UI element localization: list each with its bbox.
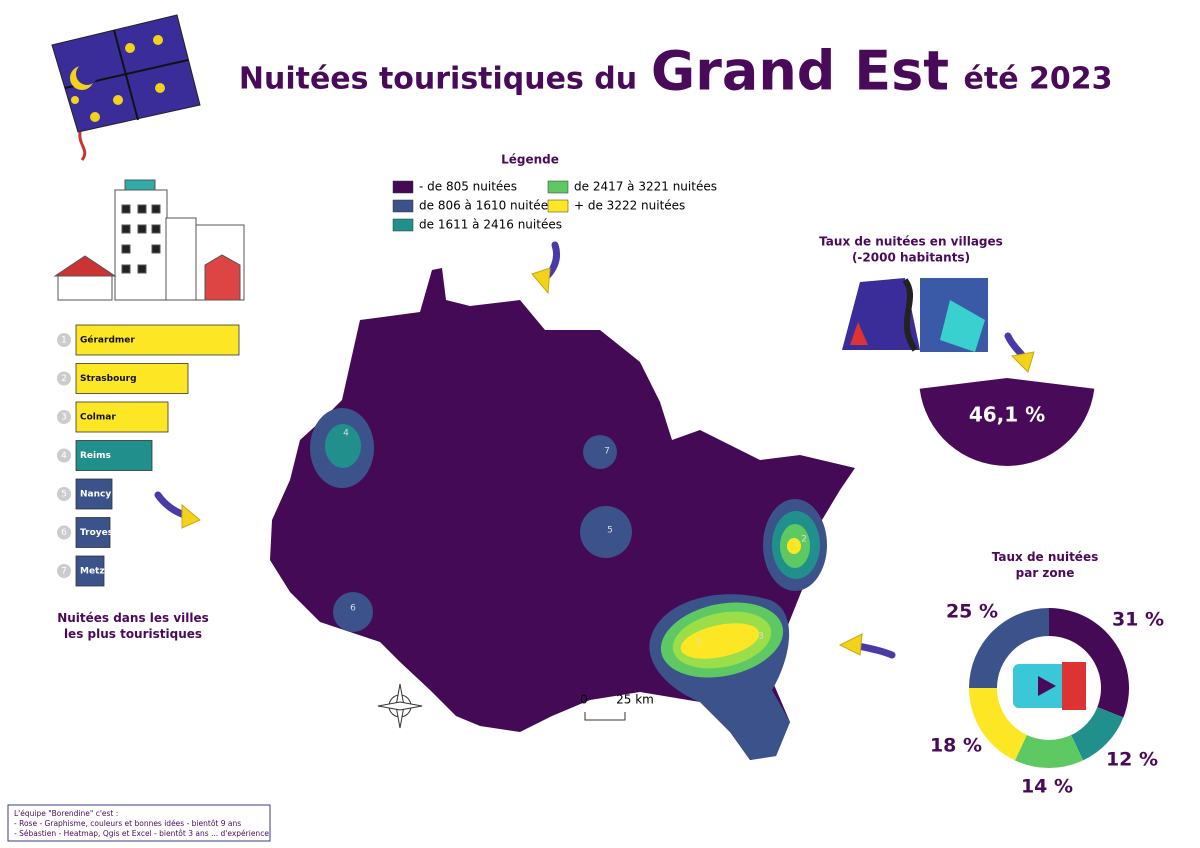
rank-badge: [57, 525, 71, 540]
city-bars: 1 Gérardmer 2 Strasbourg 3 Colmar 4 Reims 5 Nancy…: [57, 324, 240, 587]
villages-value: 46,1 %: [969, 403, 1045, 427]
villages-subtitle: (-2000 habitants): [852, 251, 970, 265]
villages-title: Taux de nuitées en villages: [819, 235, 1003, 249]
rank-number: 6: [61, 528, 67, 538]
cities-title: Nuitées dans les villes les plus touristi…: [57, 611, 209, 641]
city-bar: [75, 478, 113, 510]
legend: - de 805 nuitées de 806 à 1610 nuitées de …: [392, 180, 717, 232]
city-bar: [75, 517, 111, 548]
rank-badge: [57, 410, 71, 424]
legend-label: - de 805 nuitées: [419, 180, 517, 194]
rank-number: 1: [61, 336, 67, 346]
spot-label: 6: [350, 604, 356, 614]
credits-line: L'équipe "Borendine" c'est :: [14, 809, 118, 818]
rank-number: 3: [61, 413, 67, 423]
zone-label: 25 %: [946, 601, 998, 623]
spot-label: 2: [801, 535, 807, 545]
zone-segment: [1049, 608, 1129, 718]
city-name: Troyes: [80, 528, 113, 538]
title-part2: Grand Est: [651, 40, 949, 103]
city-name: Colmar: [80, 413, 116, 423]
rank-number: 7: [61, 567, 67, 577]
compass: [377, 683, 423, 729]
scale-label: 25 km: [616, 693, 654, 707]
spot-label: 5: [607, 526, 613, 536]
legend-title: Légende: [501, 153, 559, 167]
zone-label: 12 %: [1106, 749, 1158, 771]
title-part3: été 2023: [964, 62, 1113, 97]
village-drawing: [842, 278, 988, 352]
zone-segment: [969, 608, 1049, 688]
legend-label: de 2417 à 3221 nuitées: [574, 180, 717, 194]
villages-pie: 46,1 %: [919, 378, 1095, 467]
zones-title-line: par zone: [1016, 566, 1075, 580]
city-name: Metz: [80, 567, 105, 577]
city-name: Gérardmer: [80, 335, 135, 346]
legend-label: de 806 à 1610 nuitées: [419, 199, 554, 213]
city-name: Strasbourg: [80, 374, 137, 384]
city-bar: [75, 555, 105, 587]
rank-badge: [57, 564, 71, 578]
title-part1: Nuitées touristiques du: [239, 62, 637, 97]
map: [270, 268, 855, 760]
spot-label: 7: [604, 447, 610, 457]
city-name: Nancy: [80, 490, 111, 500]
zone-label: 31 %: [1112, 609, 1164, 631]
rank-badge: [57, 487, 71, 501]
legend-swatch: [547, 180, 569, 194]
rank-badge: [57, 371, 71, 386]
arrows: [154, 241, 1035, 659]
legend-swatch: [547, 199, 569, 213]
villages-sector: [919, 378, 1095, 467]
legend-label: + de 3222 nuitées: [574, 199, 685, 213]
cities-title-line: les plus touristiques: [64, 627, 202, 641]
city-bar: [75, 440, 153, 471]
legend-swatch: [392, 199, 414, 213]
rank-number: 5: [61, 490, 67, 500]
credits-box: [7, 804, 271, 842]
spot-label: 1: [696, 638, 702, 648]
zone-label: 14 %: [1021, 776, 1073, 798]
spot-label: 3: [758, 632, 764, 642]
rank-number: 4: [61, 451, 67, 461]
buildings-drawing: [53, 179, 245, 301]
zone-segment: [1014, 735, 1084, 768]
credits: L'équipe "Borendine" c'est :- Rose - Gra…: [14, 809, 269, 838]
zone-label: 18 %: [930, 735, 982, 757]
rank-badge: [57, 333, 71, 347]
legend-swatch: [392, 180, 414, 194]
credits-line: - Sébastien - Heatmap, Qgis et Excel - b…: [14, 829, 269, 838]
rank-number: 2: [61, 374, 67, 384]
zone-segment: [1071, 707, 1124, 761]
zone-segment: [969, 688, 1027, 761]
city-bar: [75, 401, 169, 433]
scale-label: 0: [580, 693, 588, 707]
zones-title-line: Taux de nuitées: [992, 550, 1098, 564]
credits-line: - Rose - Graphisme, couleurs et bonnes i…: [14, 819, 241, 828]
legend-label: de 1611 à 2416 nuitées: [419, 218, 562, 232]
map-spot-labels: 1 2 3 4 5 6 7: [343, 429, 807, 648]
legend-swatch: [392, 218, 414, 232]
spot-label: 4: [343, 429, 349, 439]
zones-title: Taux de nuitées par zone: [992, 550, 1098, 580]
rank-badge: [57, 448, 71, 463]
zones-donut: 31 % 12 % 14 % 18 % 25 %: [930, 601, 1164, 798]
caravan-drawing: [1013, 662, 1086, 710]
scale-bar: [584, 712, 626, 721]
cities-title-line: Nuitées dans les villes: [57, 611, 209, 625]
city-name: Reims: [80, 451, 111, 461]
city-bar: [75, 363, 189, 394]
kite-drawing: [51, 14, 201, 161]
city-bar: [75, 324, 240, 356]
